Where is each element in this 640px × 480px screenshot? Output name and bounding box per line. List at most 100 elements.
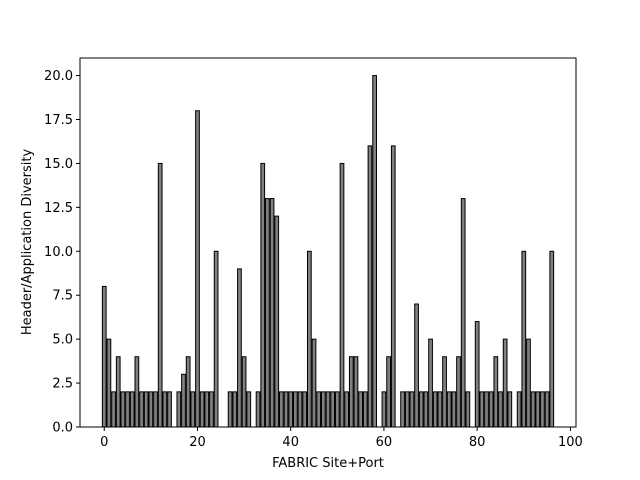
bar <box>232 391 238 428</box>
bar <box>339 162 345 428</box>
bar <box>502 338 508 428</box>
bar <box>120 391 126 428</box>
bar <box>423 391 429 428</box>
bar <box>442 356 447 428</box>
y-tick-label: 2.5 <box>52 377 73 392</box>
bar <box>241 356 247 428</box>
bar <box>265 198 270 428</box>
bar <box>344 391 350 428</box>
bar <box>432 391 438 428</box>
bar <box>190 391 196 428</box>
bar <box>390 145 396 428</box>
bar <box>306 250 312 428</box>
x-tick-label: 60 <box>376 435 393 450</box>
bar <box>260 162 266 428</box>
bar <box>474 321 480 428</box>
bar <box>386 356 391 428</box>
x-tick-label: 80 <box>469 435 486 450</box>
bar <box>334 391 340 428</box>
bar <box>535 391 541 428</box>
bar <box>381 391 387 428</box>
x-tick-label: 100 <box>558 435 583 450</box>
bar <box>279 391 284 428</box>
bar <box>498 391 503 428</box>
bar <box>302 391 308 428</box>
bar <box>465 391 471 428</box>
bar <box>484 391 489 428</box>
bar <box>204 391 210 428</box>
bar <box>348 356 354 428</box>
x-axis-label: FABRIC Site+Port <box>272 456 384 471</box>
bar <box>404 391 410 428</box>
bar <box>549 250 555 428</box>
bar <box>199 391 205 428</box>
bar <box>167 391 172 428</box>
y-tick-label: 20.0 <box>44 69 73 84</box>
bar <box>372 75 377 428</box>
y-tick-label: 12.5 <box>44 201 73 216</box>
x-tick-label: 0 <box>100 435 108 450</box>
bar <box>129 391 135 428</box>
bar <box>293 391 298 428</box>
bar <box>269 198 275 428</box>
y-tick-label: 7.5 <box>52 289 73 304</box>
bar <box>213 250 219 428</box>
bar <box>362 391 368 428</box>
bar <box>181 373 186 428</box>
bar <box>418 391 424 428</box>
bar <box>367 145 373 428</box>
bar <box>353 356 359 428</box>
bar <box>325 391 331 428</box>
y-tick-label: 17.5 <box>44 113 73 128</box>
bar <box>526 338 531 428</box>
bar <box>246 391 252 428</box>
y-tick-label: 10.0 <box>44 245 73 260</box>
bar <box>148 391 154 428</box>
bar <box>209 391 214 428</box>
bar <box>428 338 433 428</box>
bar <box>157 162 163 428</box>
bar <box>255 391 261 428</box>
bar <box>106 338 112 428</box>
bar <box>409 391 415 428</box>
bar <box>274 215 280 428</box>
bar <box>134 356 140 428</box>
bar <box>139 391 144 428</box>
bar <box>125 391 130 428</box>
bar <box>283 391 289 428</box>
bar <box>162 391 168 428</box>
bar <box>101 285 107 428</box>
bar <box>153 391 158 428</box>
bar <box>414 303 419 428</box>
bar <box>195 110 200 428</box>
bar <box>288 391 294 428</box>
bar <box>437 391 443 428</box>
y-tick-label: 5.0 <box>52 333 73 348</box>
bar <box>115 356 121 428</box>
bar <box>185 356 191 428</box>
bar <box>176 391 182 428</box>
bar <box>488 391 494 428</box>
bar <box>311 338 317 428</box>
bar <box>507 391 513 428</box>
bar <box>297 391 303 428</box>
x-tick-label: 20 <box>189 435 206 450</box>
bar <box>456 356 461 428</box>
bar <box>143 391 149 428</box>
bar <box>237 268 242 428</box>
bar <box>493 356 499 428</box>
bar <box>330 391 336 428</box>
bar <box>540 391 545 428</box>
bar <box>460 198 466 428</box>
x-tick-label: 40 <box>282 435 299 450</box>
bar <box>530 391 536 428</box>
bar <box>544 391 550 428</box>
y-tick-label: 15.0 <box>44 157 73 172</box>
bar <box>227 391 233 428</box>
bar <box>316 391 322 428</box>
bar <box>358 391 363 428</box>
bar <box>446 391 452 428</box>
y-axis-label: Header/Application Diversity <box>20 149 35 336</box>
bar <box>516 391 522 428</box>
